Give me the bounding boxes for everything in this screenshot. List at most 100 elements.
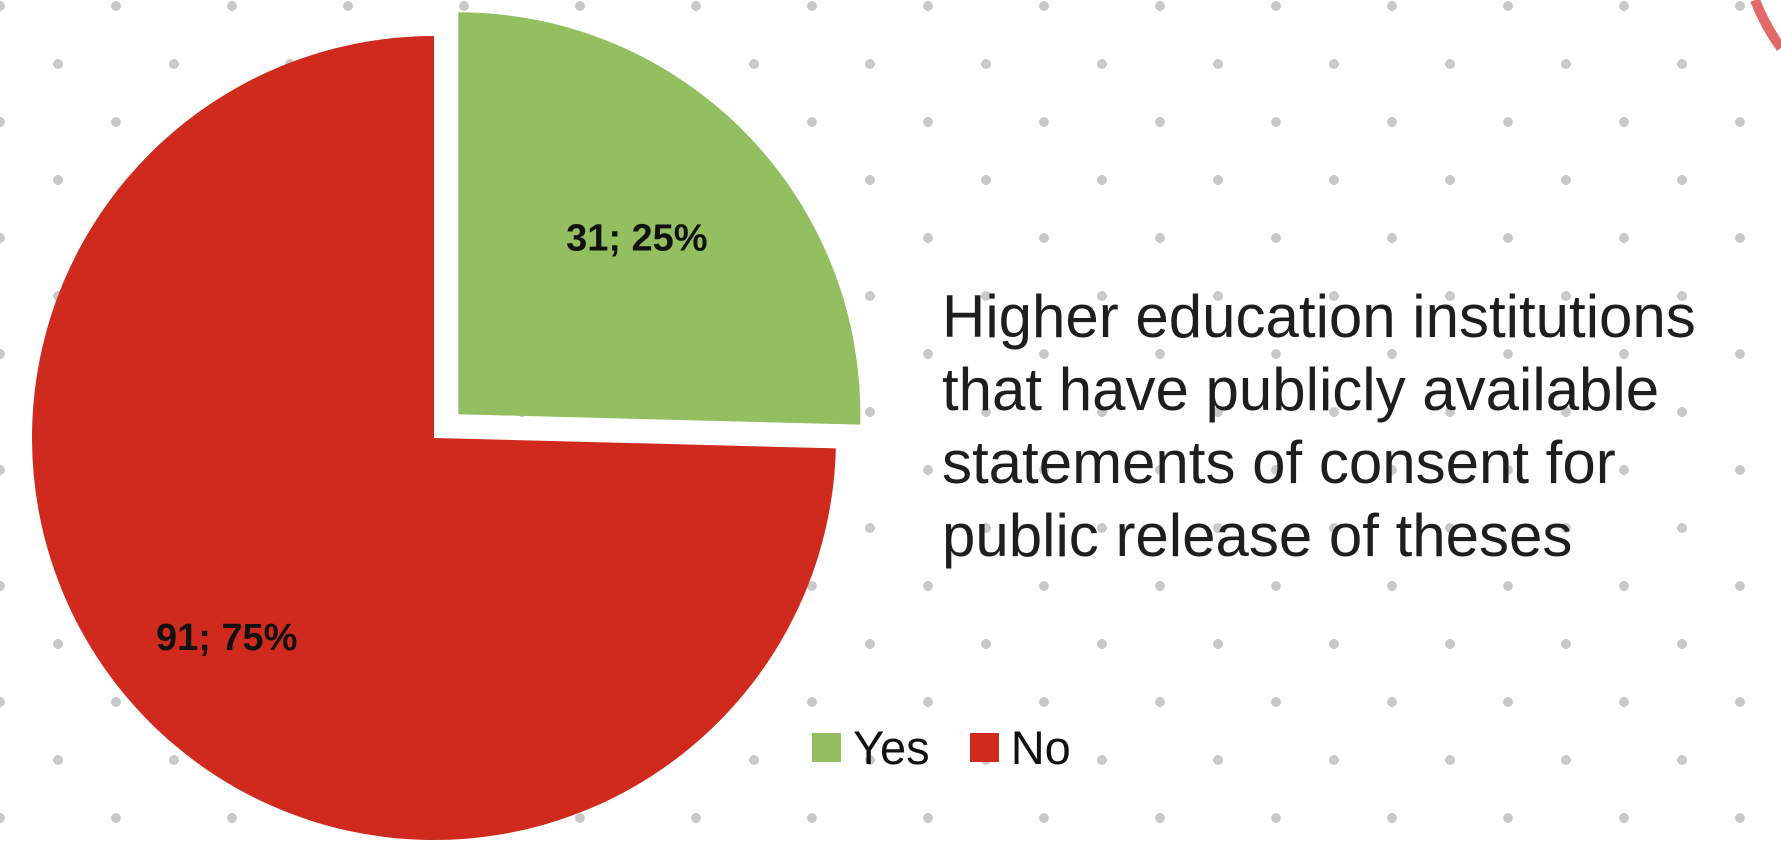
background-dot <box>1387 581 1397 591</box>
background-dot <box>1097 59 1107 69</box>
background-dot <box>1097 523 1107 533</box>
background-dot <box>1445 523 1455 533</box>
background-dot <box>865 639 875 649</box>
background-dot <box>1735 117 1745 127</box>
background-dot <box>1735 1 1745 11</box>
background-dot <box>1561 291 1571 301</box>
background-dot <box>1503 233 1513 243</box>
background-dot <box>1271 465 1281 475</box>
background-dot <box>1271 349 1281 359</box>
background-dot <box>1619 697 1629 707</box>
chart-title-line: statements of consent for <box>942 429 1616 496</box>
legend-swatch-no <box>969 733 999 762</box>
background-dot <box>923 1 933 11</box>
background-dot <box>1561 755 1571 765</box>
legend-label-yes: Yes <box>853 721 930 774</box>
pie-slice-label-no: 91; 75% <box>156 617 298 659</box>
background-dot <box>1097 755 1107 765</box>
background-dot <box>169 59 179 69</box>
background-dot <box>807 813 817 823</box>
background-dot <box>981 59 991 69</box>
background-dot <box>1155 233 1165 243</box>
background-dot <box>1735 233 1745 243</box>
background-dot <box>1213 59 1223 69</box>
background-dot <box>923 349 933 359</box>
background-dot <box>807 581 817 591</box>
background-dot <box>53 59 63 69</box>
background-dot <box>0 117 5 127</box>
background-dot <box>227 813 237 823</box>
background-dot <box>1271 813 1281 823</box>
background-dot <box>1677 755 1687 765</box>
background-dot <box>1677 59 1687 69</box>
background-dot <box>1445 291 1455 301</box>
background-dot <box>1503 813 1513 823</box>
background-dot <box>923 465 933 475</box>
background-dot <box>1329 639 1339 649</box>
background-dot <box>1677 407 1687 417</box>
background-dot <box>1561 523 1571 533</box>
background-dot <box>0 349 5 359</box>
chart-title-line: Higher education institutions <box>942 283 1696 350</box>
background-dot <box>1213 407 1223 417</box>
background-dot <box>1271 233 1281 243</box>
background-dot <box>1155 581 1165 591</box>
background-dot <box>923 117 933 127</box>
pie-slice-yes <box>458 12 861 425</box>
background-dot <box>111 813 121 823</box>
background-dot <box>1097 175 1107 185</box>
background-dot <box>923 233 933 243</box>
background-dot <box>575 813 585 823</box>
background-dot <box>1329 175 1339 185</box>
background-dot <box>1735 697 1745 707</box>
background-dot <box>1097 639 1107 649</box>
background-dot <box>691 813 701 823</box>
background-dot <box>575 1 585 11</box>
background-dot <box>1387 465 1397 475</box>
background-dot <box>1619 1 1629 11</box>
background-dot <box>1097 407 1107 417</box>
background-dot <box>1503 465 1513 475</box>
background-dot <box>343 1 353 11</box>
legend-entry-yes: Yes <box>812 720 930 775</box>
pie-slice-label-yes: 31; 25% <box>566 217 708 259</box>
background-dot <box>1445 59 1455 69</box>
background-dot <box>1155 117 1165 127</box>
background-dot <box>111 697 121 707</box>
background-dot <box>1039 813 1049 823</box>
background-dot <box>1619 813 1629 823</box>
background-dot <box>1445 175 1455 185</box>
background-dot <box>1155 349 1165 359</box>
background-dot <box>0 697 5 707</box>
background-dot <box>1039 117 1049 127</box>
background-dot <box>1387 1 1397 11</box>
background-dot <box>111 117 121 127</box>
background-dot <box>1271 1 1281 11</box>
background-dot <box>923 581 933 591</box>
background-dot <box>1677 291 1687 301</box>
background-dot <box>1329 755 1339 765</box>
background-dot <box>1039 581 1049 591</box>
pie-slice-no <box>31 36 836 841</box>
background-dot <box>1387 349 1397 359</box>
background-dot <box>1213 639 1223 649</box>
legend: Yes No <box>812 720 1111 775</box>
background-dot <box>459 1 469 11</box>
background-dot <box>981 639 991 649</box>
background-dot <box>1735 813 1745 823</box>
background-dot <box>53 175 63 185</box>
background-dot <box>1039 1 1049 11</box>
background-dot <box>1271 697 1281 707</box>
background-dot <box>865 755 875 765</box>
background-dot <box>1039 349 1049 359</box>
background-dot <box>1213 175 1223 185</box>
background-dot <box>1445 755 1455 765</box>
background-dot <box>1329 291 1339 301</box>
background-dot <box>1619 349 1629 359</box>
background-dot <box>1619 581 1629 591</box>
chart-title: Higher education institutions that have … <box>942 280 1762 572</box>
background-dot <box>865 291 875 301</box>
background-dot <box>1735 465 1745 475</box>
background-dot <box>1677 523 1687 533</box>
legend-entry-no: No <box>969 720 1071 775</box>
